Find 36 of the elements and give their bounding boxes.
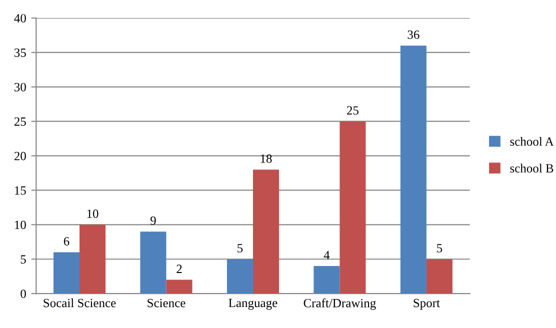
y-tick-label: 35 (14, 48, 26, 57)
bar (80, 224, 106, 294)
data-label: 10 (87, 210, 98, 218)
data-label: 36 (408, 30, 420, 39)
bar (226, 259, 253, 294)
data-label: 6 (64, 237, 70, 246)
y-tick-label: 15 (15, 186, 26, 195)
bar (140, 232, 166, 294)
y-tick-label: 25 (14, 117, 26, 126)
data-label: 4 (324, 250, 330, 260)
bar (314, 266, 340, 294)
bar (53, 252, 80, 294)
y-tick-label: 30 (14, 82, 26, 92)
legend-label: school A (510, 136, 554, 146)
bar (340, 121, 366, 294)
bar (426, 259, 452, 294)
legend-label: school B (510, 164, 554, 173)
x-tick-label: Socail Science (44, 298, 116, 308)
y-tick-label: 0 (20, 290, 26, 298)
y-tick-label: 20 (14, 152, 26, 160)
x-tick-label: Sport (414, 298, 440, 310)
data-label: 2 (176, 264, 182, 273)
data-label: 9 (150, 216, 156, 225)
x-tick-label: Science (148, 298, 186, 308)
x-tick-label: Craft/Drawing (304, 298, 376, 310)
bar (166, 280, 192, 294)
data-label: 5 (437, 244, 442, 252)
x-tick-label: Language (228, 298, 278, 310)
data-label: 25 (347, 106, 358, 115)
data-label: 5 (238, 244, 243, 252)
bar (252, 170, 279, 294)
y-tick-label: 40 (14, 14, 26, 22)
y-tick-label: 5 (20, 255, 26, 264)
data-label: 18 (260, 154, 272, 163)
y-tick-label: 10 (15, 220, 26, 230)
bar (400, 46, 426, 294)
